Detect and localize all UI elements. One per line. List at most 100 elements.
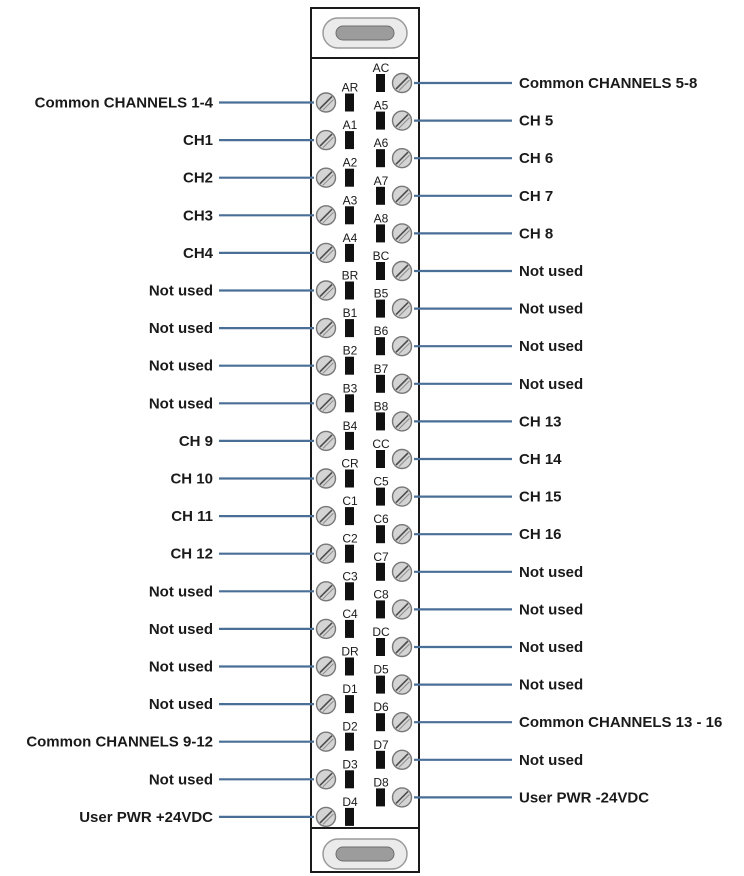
- signal-label: Not used: [519, 639, 583, 656]
- screw-icon: [315, 806, 337, 828]
- screw-icon: [391, 336, 413, 357]
- right-terminal-cc: CC CH 14: [372, 437, 562, 470]
- screw-icon: [391, 712, 413, 733]
- screw-icon: [315, 468, 337, 489]
- screw-icon: [315, 543, 337, 564]
- screw-icon: [391, 486, 413, 507]
- left-terminal-cr: CR CH 10: [170, 457, 359, 489]
- left-terminal-br: BR Not used: [149, 269, 359, 301]
- screw-icon: [391, 524, 413, 545]
- signal-label: Not used: [149, 283, 213, 300]
- signal-label: Common CHANNELS 5-8: [519, 75, 697, 92]
- contact-slot: [345, 657, 354, 676]
- contact-slot: [345, 619, 354, 638]
- contact-slot: [345, 131, 354, 150]
- contact-slot: [345, 695, 354, 714]
- screw-icon: [391, 72, 413, 94]
- signal-label: Not used: [149, 583, 213, 600]
- screw-icon: [315, 393, 337, 414]
- left-terminal-b4: B4 CH 9: [179, 419, 358, 452]
- contact-slot: [376, 638, 385, 656]
- pin-label: D6: [373, 700, 389, 714]
- left-terminal-c1: C1 CH 11: [171, 494, 358, 527]
- screw-icon: [391, 411, 413, 432]
- screw-icon: [315, 280, 337, 301]
- contact-slot: [376, 262, 385, 280]
- left-terminal-a1: A1 CH1: [183, 118, 358, 151]
- left-terminal-d4: D4 User PWR +24VDC: [79, 795, 358, 828]
- right-terminal-d7: D7 Not used: [373, 738, 583, 770]
- pin-label: D4: [342, 795, 358, 809]
- right-terminal-b5: B5 Not used: [374, 287, 583, 319]
- signal-label: CH 13: [519, 413, 562, 430]
- signal-label: Not used: [149, 696, 213, 713]
- screw-icon: [391, 749, 413, 770]
- screw-icon: [315, 731, 337, 752]
- signal-label: Not used: [519, 338, 583, 355]
- left-terminals: AR Common CHANNELS 1-4 A1 CH1 A2 CH2 A3 CH3 A4 CH…: [26, 81, 359, 828]
- contact-slot: [345, 544, 354, 563]
- signal-label: Not used: [519, 376, 583, 393]
- screw-icon: [315, 317, 337, 339]
- signal-label: CH3: [183, 207, 213, 224]
- contact-slot: [376, 224, 385, 243]
- left-terminal-a3: A3 CH3: [183, 193, 358, 226]
- signal-label: User PWR +24VDC: [79, 809, 213, 826]
- pin-label: CR: [341, 457, 359, 471]
- pin-label: D7: [373, 738, 389, 752]
- right-terminal-dc: DC Not used: [372, 625, 583, 658]
- pin-label: AC: [373, 61, 390, 75]
- pin-label: A7: [374, 174, 389, 188]
- pin-label: D8: [373, 775, 389, 789]
- signal-label: Not used: [519, 601, 583, 618]
- screw-icon: [315, 242, 337, 264]
- left-terminal-ar: AR Common CHANNELS 1-4: [35, 81, 359, 113]
- screw-icon: [391, 448, 413, 470]
- right-terminal-a8: A8 CH 8: [374, 211, 553, 244]
- contact-slot: [345, 281, 354, 300]
- signal-label: CH 10: [170, 471, 213, 488]
- right-terminal-b6: B6 Not used: [374, 324, 583, 357]
- contact-slot: [376, 675, 385, 694]
- screw-icon: [391, 561, 413, 582]
- signal-label: Not used: [519, 752, 583, 769]
- pin-label: C4: [342, 607, 358, 621]
- pin-label: B2: [343, 344, 358, 358]
- pin-label: A3: [343, 193, 358, 207]
- signal-label: Not used: [519, 677, 583, 694]
- right-terminal-ac: AC Common CHANNELS 5-8: [373, 61, 697, 94]
- contact-slot: [376, 750, 385, 769]
- contact-slot: [376, 600, 385, 619]
- contact-slot: [376, 74, 385, 92]
- contact-slot: [376, 562, 385, 581]
- right-terminal-d8: D8 User PWR -24VDC: [373, 775, 649, 808]
- contact-slot: [376, 111, 385, 130]
- signal-label: CH 12: [170, 546, 213, 563]
- pin-label: C5: [373, 475, 389, 489]
- pin-label: B7: [374, 362, 389, 376]
- signal-label: CH 14: [519, 451, 562, 468]
- pin-label: C3: [342, 569, 358, 583]
- screw-icon: [315, 129, 337, 151]
- signal-label: User PWR -24VDC: [519, 789, 649, 806]
- screw-icon: [315, 505, 337, 527]
- pin-label: D3: [342, 757, 358, 771]
- pin-label: A8: [374, 211, 389, 225]
- screw-icon: [391, 185, 413, 207]
- screw-icon: [391, 298, 413, 319]
- screw-icon: [391, 147, 413, 169]
- right-terminal-b7: B7 Not used: [374, 362, 583, 394]
- pin-label: C7: [373, 550, 389, 564]
- contact-slot: [376, 450, 385, 468]
- contact-slot: [376, 525, 385, 544]
- signal-label: Not used: [149, 621, 213, 638]
- left-terminal-b1: B1 Not used: [149, 306, 358, 339]
- signal-label: Not used: [149, 395, 213, 412]
- left-terminal-d1: D1 Not used: [149, 682, 358, 715]
- left-terminal-d3: D3 Not used: [149, 757, 358, 790]
- signal-label: CH 8: [519, 225, 553, 242]
- left-terminal-b3: B3 Not used: [149, 381, 358, 414]
- left-terminal-d2: D2 Common CHANNELS 9-12: [26, 720, 358, 752]
- signal-label: CH 9: [179, 433, 213, 450]
- contact-slot: [345, 394, 354, 413]
